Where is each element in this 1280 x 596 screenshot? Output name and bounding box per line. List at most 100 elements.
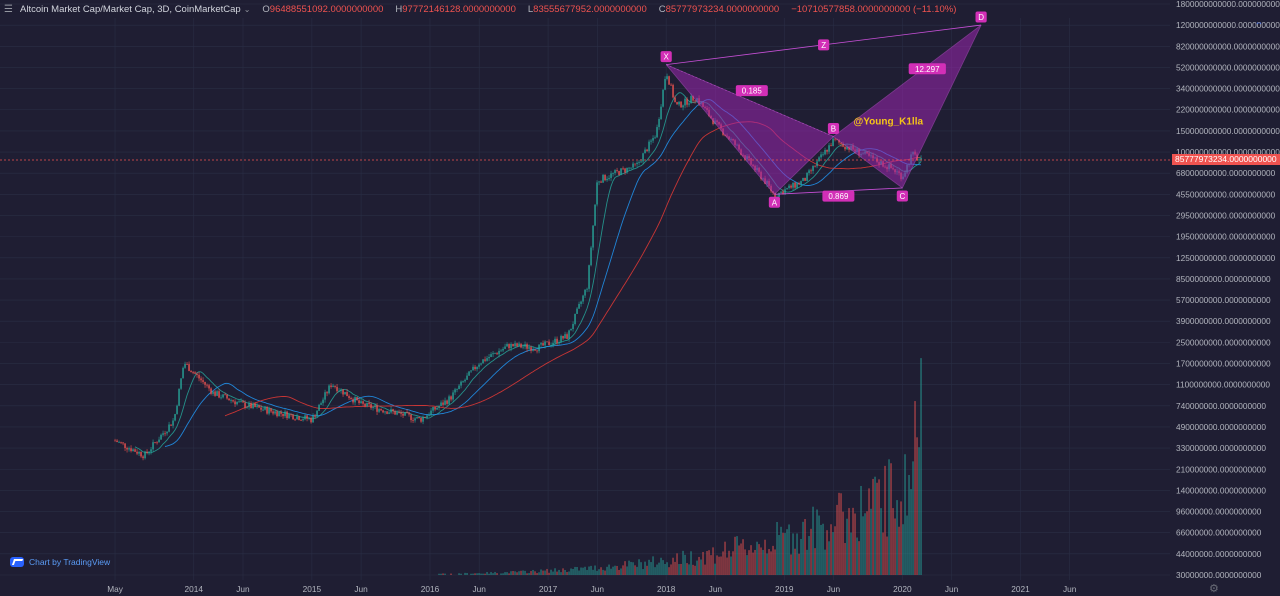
harmonic-pattern[interactable]: X A B C D 0.185 12.297 0.869 Z @Young_K1lla xyxy=(660,11,987,208)
scale-toggle-icon[interactable]: ⇔ xyxy=(1255,18,1263,27)
candle-body xyxy=(204,381,206,385)
volume-bar xyxy=(520,570,522,575)
candle-body xyxy=(140,451,142,457)
volume-bar xyxy=(688,564,690,575)
volume-bar xyxy=(906,515,908,575)
volume-bar xyxy=(750,545,752,575)
candle-body xyxy=(524,344,526,347)
settings-icon[interactable]: ⚙ xyxy=(1209,583,1219,595)
candle-body xyxy=(206,384,208,386)
volume-bar xyxy=(896,500,898,575)
candle-body xyxy=(400,412,402,414)
volume-bar xyxy=(724,541,726,575)
candle-body xyxy=(420,418,422,422)
candle-body xyxy=(178,388,180,406)
symbol-title[interactable]: Altcoin Market Cap/Market Cap, 3D, CoinM… xyxy=(20,3,241,15)
candle-body xyxy=(460,381,462,386)
candle-body xyxy=(650,140,652,142)
volume-bar xyxy=(526,573,528,575)
candle-body xyxy=(132,449,134,452)
candle-body xyxy=(646,149,648,152)
candle-body xyxy=(654,137,656,139)
candle-body xyxy=(568,330,570,339)
candle-body xyxy=(652,138,654,141)
y-tick-label: 2500000000.0000000000 xyxy=(1176,337,1271,347)
candle-body xyxy=(278,411,280,417)
volume-bar xyxy=(698,556,700,575)
x-tick-label: Jun xyxy=(1063,584,1077,594)
candle-body xyxy=(364,403,366,407)
y-tick-label: 740000000.0000000000 xyxy=(1176,401,1266,411)
volume-bar xyxy=(628,560,630,575)
x-tick-label: Jun xyxy=(236,584,250,594)
volume-bar xyxy=(642,569,644,575)
volume-bar xyxy=(610,568,612,575)
candle-body xyxy=(802,177,804,182)
chevron-down-icon[interactable]: ⌄ xyxy=(243,4,251,14)
volume-bar xyxy=(584,566,586,575)
candle-body xyxy=(272,411,274,414)
candle-body xyxy=(596,182,598,205)
candle-body xyxy=(394,411,396,415)
volume-bar xyxy=(714,563,716,575)
volume-bar xyxy=(670,564,672,575)
candle-body xyxy=(638,161,640,163)
candle-body xyxy=(150,449,152,452)
candle-body xyxy=(640,161,642,163)
price-axis[interactable]: 1800000000000.0000000000 1200000000000.00… xyxy=(1176,0,1280,580)
time-axis[interactable]: May 2014 Jun 2015 Jun 2016 Jun 2017 Jun 2018 Jun 20… xyxy=(107,584,1077,594)
candle-body xyxy=(236,401,238,405)
pattern-point-d: D xyxy=(975,11,987,23)
candle-body xyxy=(440,402,442,406)
candle-body xyxy=(328,385,330,394)
volume-bar xyxy=(616,565,618,575)
pattern-point-x-text: X xyxy=(664,53,670,62)
candle-body xyxy=(500,350,502,352)
x-tick-label: 2020 xyxy=(893,584,912,594)
candle-body xyxy=(124,443,126,449)
volume-bar xyxy=(512,571,514,575)
candle-body xyxy=(392,409,394,412)
x-tick-label: 2018 xyxy=(657,584,676,594)
x-tick-label: 2019 xyxy=(775,584,794,594)
candle-body xyxy=(512,343,514,347)
candle-body xyxy=(644,149,646,154)
volume-bar xyxy=(846,518,848,575)
ratio-label-xb: 0.185 xyxy=(735,85,768,97)
candle-body xyxy=(142,456,144,459)
candle-body xyxy=(190,370,192,373)
candle-body xyxy=(396,412,398,415)
candle-body xyxy=(514,343,516,347)
volume-bar xyxy=(566,572,568,575)
volume-bar xyxy=(532,569,534,575)
volume-bar xyxy=(848,508,850,575)
volume-bar xyxy=(510,571,512,575)
volume-bar xyxy=(718,556,720,575)
volume-bar xyxy=(858,541,860,575)
candle-body xyxy=(672,84,674,98)
menu-icon[interactable]: ☰ xyxy=(4,3,13,15)
volume-bar xyxy=(912,461,914,575)
pattern-point-c-text: C xyxy=(899,192,905,201)
candle-body xyxy=(376,405,378,412)
candle-body xyxy=(300,420,302,421)
volume-bar xyxy=(494,571,496,575)
candle-body xyxy=(184,364,186,368)
volume-bar xyxy=(574,566,576,575)
candle-body xyxy=(224,394,226,396)
volume-bar xyxy=(608,564,610,575)
branding-text: Chart by TradingView xyxy=(29,557,111,567)
volume-bar xyxy=(798,553,800,575)
volume-bar xyxy=(606,566,608,575)
volume-bar xyxy=(780,526,782,575)
candle-body xyxy=(788,185,790,189)
volume-bar xyxy=(784,533,786,575)
candle-body xyxy=(296,416,298,420)
pattern-point-a-bg xyxy=(768,196,781,208)
ratio-label-bd: 12.297 xyxy=(908,63,946,75)
candle-body xyxy=(380,409,382,411)
tradingview-branding[interactable]: Chart by TradingView xyxy=(10,557,110,567)
candle-body xyxy=(332,385,334,387)
x-tick-label: Jun xyxy=(472,584,486,594)
